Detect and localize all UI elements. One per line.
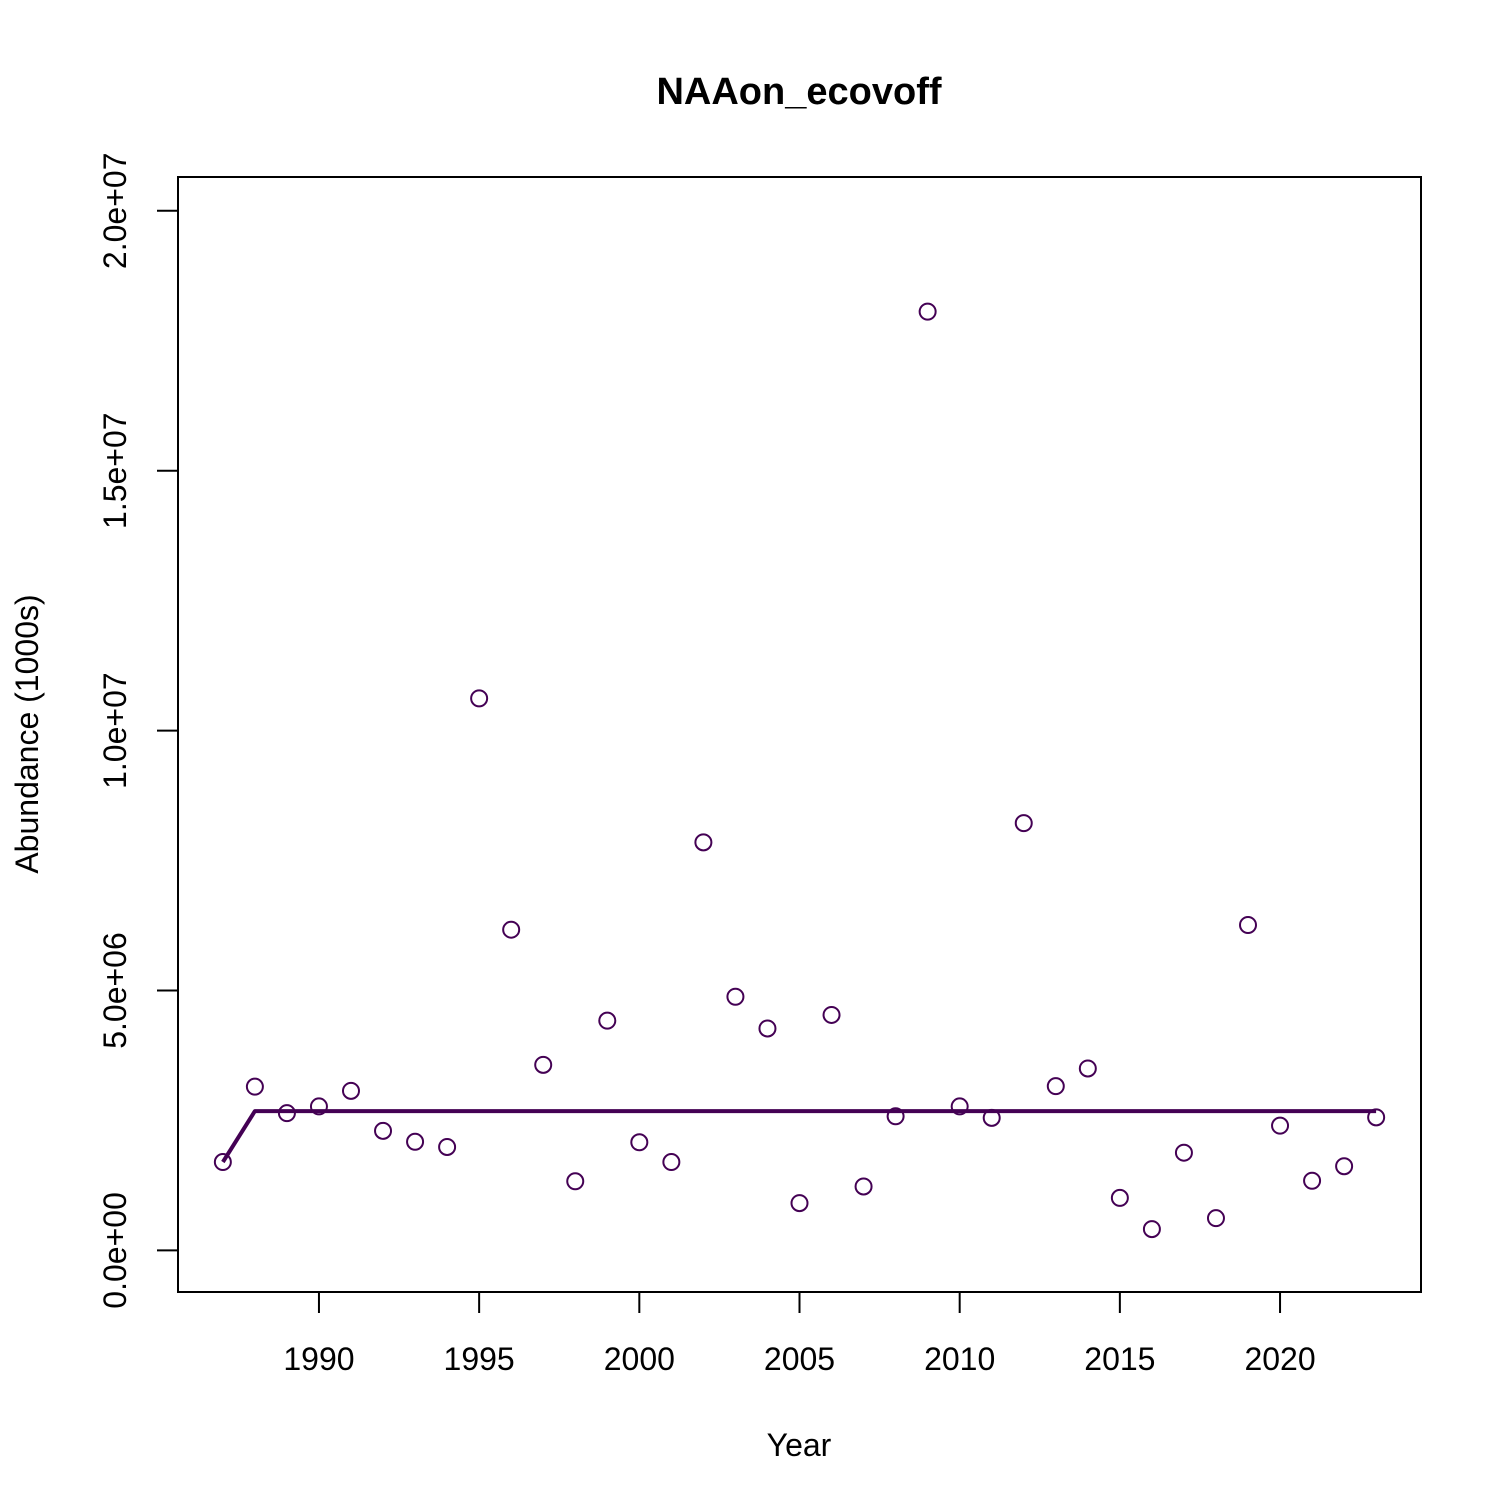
data-point (886, 1107, 905, 1126)
data-point (277, 1104, 296, 1123)
data-point (438, 1137, 457, 1156)
data-point (341, 1081, 360, 1100)
data-point (1303, 1171, 1322, 1190)
y-axis-title: Abundance (1000s) (9, 594, 45, 873)
data-point (566, 1172, 585, 1191)
x-tick-label: 2000 (604, 1341, 675, 1377)
x-axis: 1990 1995 2000 2005 2010 2015 2020 (283, 1291, 1316, 1377)
data-point (950, 1097, 969, 1116)
y-tick-label: 1.5e+07 (97, 412, 133, 529)
data-point (470, 689, 489, 708)
data-point (1046, 1077, 1065, 1096)
data-point (758, 1019, 777, 1038)
data-point (854, 1177, 873, 1196)
data-point (918, 302, 937, 321)
data-point (1367, 1108, 1386, 1127)
y-tick-label: 5.0e+06 (97, 932, 133, 1049)
data-point (726, 987, 745, 1006)
y-tick-label: 1.0e+07 (97, 672, 133, 789)
series-layer (213, 302, 1386, 1239)
data-point (1335, 1157, 1354, 1176)
data-point (1078, 1059, 1097, 1078)
data-point (790, 1194, 809, 1213)
data-point (374, 1121, 393, 1140)
data-point (502, 920, 521, 939)
data-point (1110, 1188, 1129, 1207)
x-tick-label: 2010 (924, 1341, 995, 1377)
x-tick-label: 1995 (444, 1341, 515, 1377)
data-point (309, 1097, 328, 1116)
chart-title: NAAon_ecovoff (656, 71, 941, 113)
y-axis: 0.0e+00 5.0e+06 1.0e+07 1.5e+07 2.0e+07 (97, 153, 179, 1309)
data-point (1174, 1143, 1193, 1162)
data-point (1014, 814, 1033, 833)
data-point (1142, 1220, 1161, 1239)
data-point (213, 1153, 232, 1172)
x-axis-title: Year (767, 1427, 832, 1463)
y-tick-label: 0.0e+00 (97, 1192, 133, 1309)
data-point (822, 1005, 841, 1024)
data-point (534, 1055, 553, 1074)
data-point (245, 1077, 264, 1096)
data-point (982, 1108, 1001, 1127)
data-point (406, 1132, 425, 1151)
data-point (694, 833, 713, 852)
data-point (1239, 916, 1258, 935)
x-tick-label: 1990 (283, 1341, 354, 1377)
data-point (1271, 1116, 1290, 1135)
x-tick-label: 2020 (1244, 1341, 1315, 1377)
data-point (598, 1011, 617, 1030)
y-tick-label: 2.0e+07 (97, 153, 133, 270)
data-point (1206, 1209, 1225, 1228)
x-tick-label: 2015 (1084, 1341, 1155, 1377)
x-tick-label: 2005 (764, 1341, 835, 1377)
data-point (630, 1133, 649, 1152)
data-point (662, 1153, 681, 1172)
fit-line (221, 1109, 1377, 1164)
